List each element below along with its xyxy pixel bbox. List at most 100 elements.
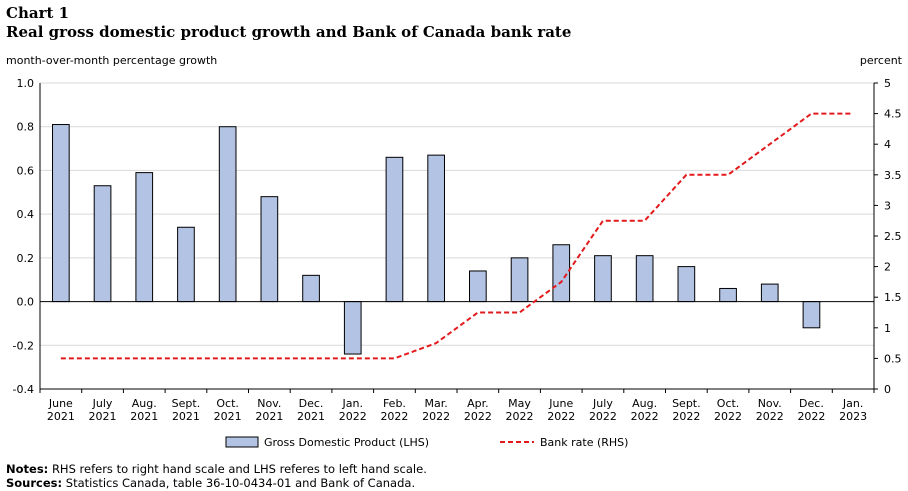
left-tick-label: 0.6 (17, 164, 35, 177)
legend-swatch-gdp (225, 436, 259, 448)
right-tick-label: 4 (884, 138, 891, 151)
x-tick-label-year: 2021 (297, 410, 325, 423)
right-tick-label: 0.5 (884, 352, 902, 365)
x-tick-label-month: Jan. (342, 397, 363, 410)
right-tick-label: 1 (884, 322, 891, 335)
gdp-bar (594, 255, 612, 303)
x-tick-label-year: 2023 (839, 410, 867, 423)
gdp-bar (385, 156, 404, 303)
x-tick-label-month: Oct. (216, 397, 239, 410)
gdp-bar (510, 257, 529, 303)
x-tick-label-month: July (592, 397, 613, 410)
left-tick-label: 0.0 (17, 296, 35, 309)
gdp-bar (135, 172, 154, 303)
x-tick-label-year: 2021 (47, 410, 75, 423)
legend-label-gdp: Gross Domestic Product (LHS) (264, 436, 429, 449)
left-tick-label: 1.0 (17, 77, 35, 90)
legend-label-bank-rate: Bank rate (RHS) (540, 436, 628, 449)
x-tick-label-year: 2022 (380, 410, 408, 423)
left-tick-label: 0.2 (17, 252, 35, 265)
x-tick-label-month: June (548, 397, 573, 410)
right-tick-label: 5 (884, 77, 891, 90)
x-tick-label-month: Nov. (758, 397, 782, 410)
right-tick-label: 3.5 (884, 169, 902, 182)
x-tick-label-year: 2022 (506, 410, 534, 423)
x-tick-label-year: 2022 (797, 410, 825, 423)
left-tick-label: 0.4 (17, 208, 35, 221)
left-tick-labels: 1.0 0.8 0.6 0.4 0.2 0.0 -0.2 -0.4 (13, 77, 34, 396)
sources-label: Sources: (6, 476, 63, 490)
right-tick-labels: 5 4.5 4 3.5 3 2.5 2 1.5 1 0.5 0 (884, 77, 902, 396)
x-tick-label-month: Jan. (842, 397, 863, 410)
gdp-bar (427, 154, 445, 303)
x-tick-label-year: 2022 (589, 410, 617, 423)
gdp-bar (552, 244, 571, 303)
notes-label: Notes: (6, 462, 49, 476)
x-tick-label-month: Nov. (257, 397, 281, 410)
sources-line: Sources: Statistics Canada, table 36-10-… (6, 476, 427, 490)
x-tick-label-month: Dec. (799, 397, 824, 410)
x-tick-label-year: 2022 (756, 410, 784, 423)
x-tick-label-month: Dec. (299, 397, 324, 410)
gdp-bars (52, 124, 821, 355)
x-tick-label-month: July (92, 397, 113, 410)
left-tick-label: 0.8 (17, 121, 35, 134)
x-tick-label-month: Apr. (467, 397, 489, 410)
sources-text: Statistics Canada, table 36-10-0434-01 a… (65, 476, 416, 490)
right-tick-label: 1.5 (884, 291, 902, 304)
gridlines (40, 82, 874, 346)
y-axis-label-left: month-over-month percentage growth (6, 54, 217, 67)
right-tick-label: 2 (884, 261, 891, 274)
x-tick-label-year: 2021 (89, 410, 117, 423)
right-tick-label: 4.5 (884, 108, 902, 121)
bank-rate-line-path (60, 112, 854, 360)
gdp-bar (52, 124, 70, 303)
x-tick-label-year: 2022 (672, 410, 700, 423)
x-tick-label-year: 2022 (547, 410, 575, 423)
gdp-bar (677, 266, 696, 303)
x-tick-label-month: Feb. (383, 397, 406, 410)
x-tick-label-year: 2021 (130, 410, 158, 423)
gdp-bar (343, 301, 362, 355)
gdp-bar (177, 226, 195, 303)
legend: Gross Domestic Product (LHS) Bank rate (… (225, 436, 628, 449)
chart-number: Chart 1 (6, 4, 70, 22)
notes-line: Notes: RHS refers to right hand scale an… (6, 462, 427, 476)
x-tick-label-month: Oct. (717, 397, 740, 410)
bank-rate-line (60, 112, 854, 360)
gdp-bar (719, 287, 737, 303)
x-tick-label-month: Aug. (132, 397, 157, 410)
x-tick-label-year: 2022 (631, 410, 659, 423)
x-tick-label-month: Sept. (172, 397, 201, 410)
gdp-bar (260, 196, 279, 303)
gdp-bar (802, 301, 821, 329)
x-tick-label-year: 2022 (422, 410, 450, 423)
axes (39, 82, 878, 393)
x-tick-labels: June2021July2021Aug.2021Sept.2021Oct.202… (47, 397, 867, 423)
y-axis-label-right: percent (860, 54, 903, 67)
gdp-bar (635, 255, 654, 303)
left-tick-label: -0.2 (13, 339, 34, 352)
gdp-bar (218, 126, 237, 303)
x-tick-label-year: 2022 (714, 410, 742, 423)
x-tick-label-month: Mar. (425, 397, 448, 410)
left-tick-label: -0.4 (13, 383, 34, 396)
right-tick-label: 0 (884, 383, 891, 396)
x-tick-label-month: June (48, 397, 73, 410)
chart-title: Real gross domestic product growth and B… (6, 23, 572, 41)
x-tick-label-year: 2021 (214, 410, 242, 423)
x-tick-label-year: 2022 (339, 410, 367, 423)
gdp-bar (302, 274, 320, 303)
gdp-bar (469, 270, 487, 303)
right-tick-label: 3 (884, 199, 891, 212)
x-tick-label-month: Sept. (672, 397, 701, 410)
x-tick-label-year: 2022 (464, 410, 492, 423)
gdp-bar (760, 283, 779, 303)
x-tick-label-month: May (508, 397, 531, 410)
gdp-bar (93, 185, 112, 303)
chart: month-over-month percentage growth perce… (6, 54, 903, 449)
x-tick-label-year: 2021 (172, 410, 200, 423)
x-tick-label-year: 2021 (255, 410, 283, 423)
notes-block: Notes: RHS refers to right hand scale an… (6, 462, 427, 490)
notes-text: RHS refers to right hand scale and LHS r… (51, 462, 427, 476)
